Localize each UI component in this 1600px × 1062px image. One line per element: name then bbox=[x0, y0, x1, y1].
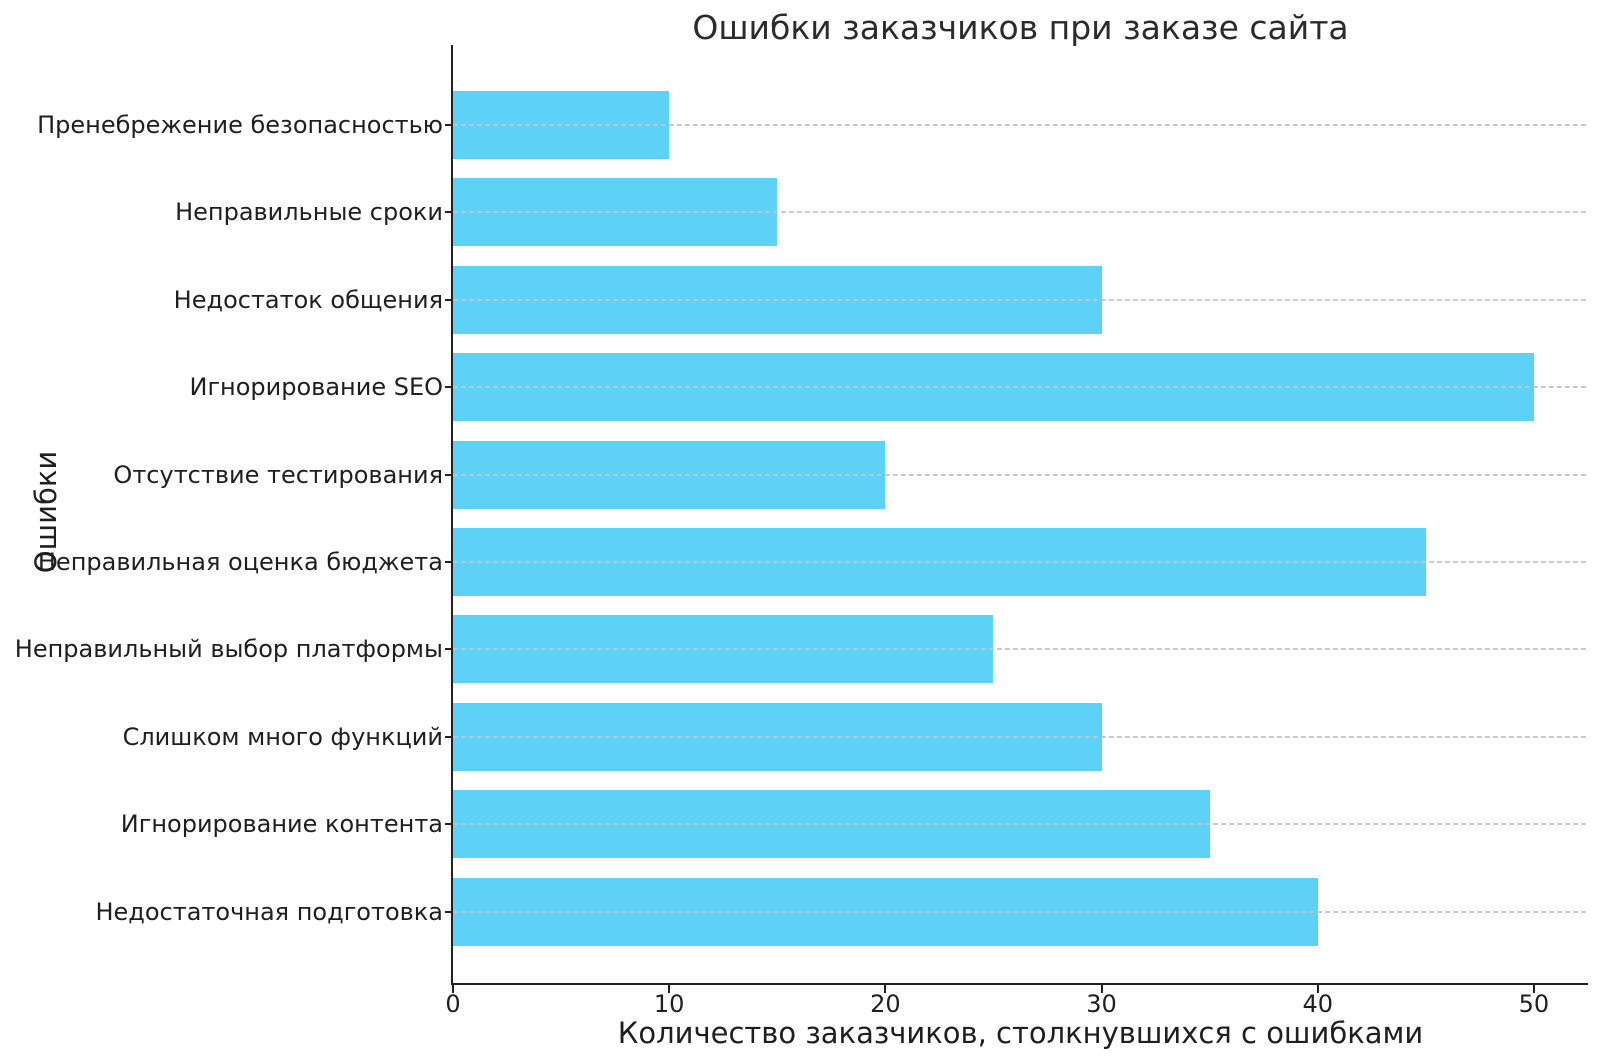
y-tick-mark bbox=[445, 910, 453, 913]
y-tick-mark bbox=[445, 561, 453, 563]
x-tick-label: 10 bbox=[653, 990, 685, 1018]
gridline bbox=[453, 124, 1588, 126]
y-tick-mark bbox=[445, 386, 453, 389]
y-tick-mark bbox=[445, 823, 453, 826]
gridline bbox=[453, 910, 1588, 913]
y-tick-label: Отсутствие тестирования bbox=[113, 460, 443, 489]
y-tick-label: Слишком много функций bbox=[122, 722, 443, 751]
x-tick-label: 30 bbox=[1086, 990, 1117, 1018]
gridline bbox=[453, 561, 1588, 563]
x-tick-label: 0 bbox=[445, 990, 461, 1018]
gridline bbox=[453, 473, 1588, 476]
x-tick-label: 20 bbox=[870, 990, 901, 1018]
gridline bbox=[453, 823, 1588, 826]
y-tick-mark bbox=[445, 648, 453, 651]
y-tick-mark bbox=[445, 298, 453, 301]
gridline bbox=[453, 298, 1588, 301]
y-tick-mark bbox=[445, 473, 453, 476]
x-tick-mark bbox=[1316, 985, 1319, 993]
x-axis-title: Количество заказчиков, столкнувшихся с о… bbox=[617, 1016, 1424, 1050]
x-tick-mark bbox=[1532, 985, 1535, 993]
gridline bbox=[453, 735, 1588, 738]
gridline bbox=[453, 386, 1588, 389]
x-tick-mark bbox=[1100, 985, 1103, 993]
x-tick-label: 50 bbox=[1518, 990, 1550, 1018]
y-tick-label: Недостаточная подготовка bbox=[95, 897, 443, 926]
y-tick-label: Недостаток общения bbox=[173, 285, 443, 314]
x-tick-mark bbox=[668, 985, 671, 993]
gridline bbox=[453, 211, 1588, 214]
y-tick-mark bbox=[445, 124, 453, 126]
y-tick-label: Пренебрежение безопасностью bbox=[37, 111, 443, 139]
y-tick-label: Неправильная оценка бюджета bbox=[37, 548, 443, 576]
y-tick-mark bbox=[445, 735, 453, 738]
y-tick-label: Неправильный выбор платформы bbox=[14, 635, 443, 664]
plot-area bbox=[451, 45, 1588, 985]
y-tick-label: Неправильные сроки bbox=[175, 198, 443, 227]
y-tick-label: Игнорирование SEO bbox=[189, 373, 443, 402]
gridline bbox=[453, 648, 1588, 651]
y-tick-mark bbox=[445, 211, 453, 214]
x-tick-label: 40 bbox=[1302, 990, 1334, 1018]
x-tick-mark bbox=[452, 985, 454, 993]
chart-title: Ошибки заказчиков при заказе сайта bbox=[692, 8, 1349, 47]
y-tick-label: Игнорирование контента bbox=[120, 810, 443, 839]
x-tick-mark bbox=[884, 985, 887, 993]
